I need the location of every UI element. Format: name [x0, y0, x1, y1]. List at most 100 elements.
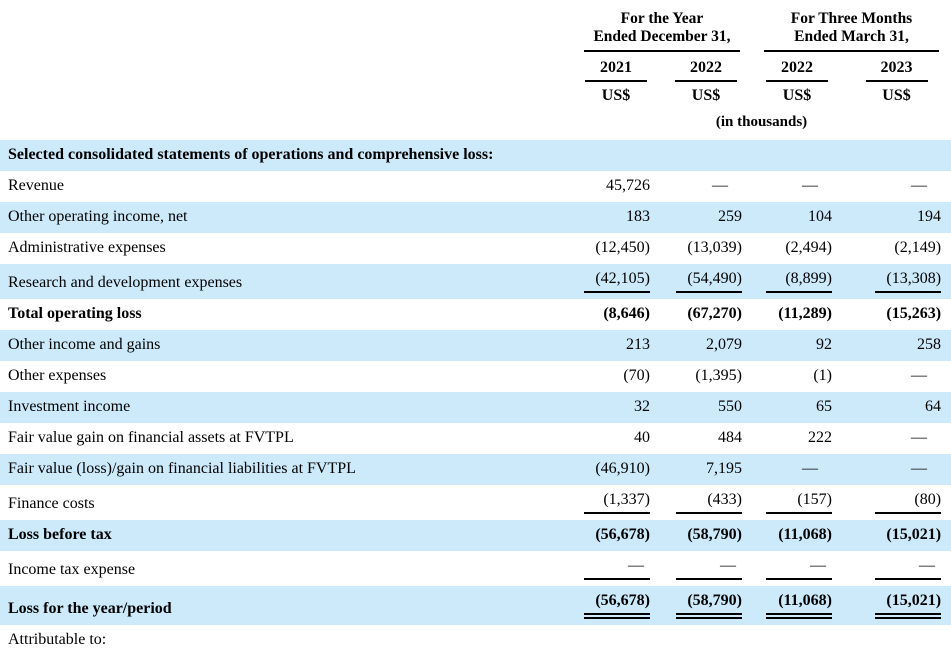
year-header-2023q1: 2023 — [842, 52, 951, 82]
row-label-text: Other expenses — [8, 366, 107, 384]
cell-value-col2: 7,195 — [660, 453, 752, 485]
cell-value-col4: (15,021) — [842, 585, 951, 625]
cell-value-col4 — [842, 139, 951, 171]
cell-value-col3: 92 — [752, 329, 842, 361]
year-header-2021: 2021 — [572, 52, 660, 82]
row-label-text: Research and development expenses — [8, 273, 243, 291]
cell-value-col2 — [660, 625, 752, 656]
cell-value-col2: (433) — [660, 485, 752, 520]
row-label: Loss before tax — [0, 519, 572, 551]
table-row: Attributable to: — [0, 625, 951, 656]
units-note: (in thousands) — [715, 113, 808, 130]
table-header: For the Year Ended December 31, For Thre… — [0, 4, 951, 140]
row-label: Other income and gains — [0, 329, 572, 361]
cell-value-col2: 550 — [660, 391, 752, 423]
cell-value-col3: (2,494) — [785, 238, 832, 256]
header-spacer — [0, 4, 572, 52]
cell-value-col2 — [660, 139, 752, 171]
table-row: Other income and gains 213 2,079 92 258 — [0, 329, 951, 361]
cell-value-col4: — — [842, 453, 951, 485]
row-label: Finance costs — [0, 485, 572, 520]
cell-value-col3: (8,899) — [752, 263, 842, 299]
row-label: Income tax expense — [0, 551, 572, 586]
cell-value-col2: (67,270) — [687, 304, 742, 322]
table-row: Administrative expenses (12,450) (13,039… — [0, 233, 951, 264]
cell-value-col1: (42,105) — [572, 263, 660, 299]
cell-value-col3: (157) — [752, 485, 842, 520]
cell-value-col1: (70) — [623, 366, 650, 384]
row-label: Attributable to: — [0, 625, 572, 656]
currency-label: US$ — [601, 86, 631, 104]
cell-value-col3 — [752, 625, 842, 656]
cell-value-col2: (58,790) — [660, 519, 752, 551]
group-header-row: For the Year Ended December 31, For Thre… — [0, 4, 951, 52]
cell-value-col4: (80) — [842, 485, 951, 520]
cell-value-col4: — — [911, 366, 928, 384]
cell-value-col2: 259 — [660, 201, 752, 233]
year-header-2022q1: 2022 — [752, 52, 842, 82]
cell-value-col3: 104 — [752, 201, 842, 233]
row-label: Total operating loss — [0, 299, 572, 330]
table-row: Revenue 45,726 — — — — [0, 171, 951, 202]
cell-value-col1: (8,646) — [603, 304, 650, 322]
table-row: Loss before tax (56,678) (58,790) (11,06… — [0, 519, 951, 551]
cell-value-col2: 2,079 — [660, 329, 752, 361]
cell-value-col1: — — [572, 551, 660, 586]
cell-value-col4: — — [842, 551, 951, 586]
row-label-text: Revenue — [8, 176, 64, 194]
units-note-row: (in thousands) — [0, 107, 951, 140]
table-row: Other expenses (70) (1,395) (1) — — [0, 361, 951, 392]
cell-value-col3: — — [802, 176, 818, 194]
cell-value-col1 — [572, 139, 660, 171]
header-spacer — [0, 82, 572, 107]
row-label: Revenue — [0, 171, 572, 202]
cell-value-col1: (46,910) — [572, 453, 660, 485]
cell-value-col2: (1,395) — [695, 366, 742, 384]
cell-value-col1: 32 — [572, 391, 660, 423]
row-label: Investment income — [0, 391, 572, 423]
row-label: Fair value gain on financial assets at F… — [0, 423, 572, 454]
cell-value-col4: 258 — [842, 329, 951, 361]
cell-value-col2: (54,490) — [660, 263, 752, 299]
financial-table: For the Year Ended December 31, For Thre… — [0, 4, 951, 656]
cell-value-col1: (12,450) — [595, 238, 650, 256]
cell-value-col1: 183 — [572, 201, 660, 233]
table-row: Fair value gain on financial assets at F… — [0, 423, 951, 454]
row-label-text: Fair value (loss)/gain on financial liab… — [8, 459, 356, 477]
cell-value-col4 — [842, 625, 951, 656]
cell-value-col1: (1,337) — [572, 485, 660, 520]
year-header-row: 2021 2022 2022 2023 — [0, 52, 951, 82]
row-label-text: Other income and gains — [8, 335, 161, 353]
group-header-line: Ended December 31, — [593, 28, 731, 46]
table-row: Loss for the year/period (56,678) (58,79… — [0, 585, 951, 625]
row-label: Research and development expenses — [0, 263, 572, 299]
currency-header-row: US$ US$ US$ US$ — [0, 82, 951, 107]
row-label-text: Finance costs — [8, 494, 95, 512]
row-label-text: Total operating loss — [8, 304, 142, 322]
row-label: Loss for the year/period — [0, 585, 572, 625]
table-row: Total operating loss (8,646) (67,270) (1… — [0, 299, 951, 330]
group-header-three-months: For Three Months Ended March 31, — [752, 4, 951, 52]
cell-value-col3: (11,289) — [778, 304, 832, 322]
row-label-text: Investment income — [8, 397, 131, 415]
cell-value-col2: (58,790) — [660, 585, 752, 625]
table-row: Other operating income, net 183 259 104 … — [0, 201, 951, 233]
cell-value-col1: 40 — [634, 428, 650, 446]
table-row: Income tax expense — — — — — [0, 551, 951, 586]
row-label: Selected consolidated statements of oper… — [0, 139, 572, 171]
row-label-text: Selected consolidated statements of oper… — [8, 145, 494, 163]
cell-value-col1: (56,678) — [572, 519, 660, 551]
cell-value-col2: — — [712, 176, 728, 194]
cell-value-col3: 65 — [752, 391, 842, 423]
header-spacer — [0, 52, 572, 82]
cell-value-col3: — — [752, 453, 842, 485]
currency-label: US$ — [782, 86, 812, 104]
row-label: Other operating income, net — [0, 201, 572, 233]
group-header-line: For the Year — [620, 10, 704, 27]
table-row: Research and development expenses (42,10… — [0, 263, 951, 299]
cell-value-col4: (15,263) — [886, 304, 942, 322]
cell-value-col1 — [572, 625, 660, 656]
table-row: Investment income 32 550 65 64 — [0, 391, 951, 423]
cell-value-col1: 213 — [572, 329, 660, 361]
table-body: Selected consolidated statements of oper… — [0, 139, 951, 656]
